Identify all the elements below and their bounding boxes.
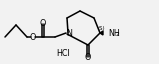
Text: O: O	[40, 20, 46, 28]
Polygon shape	[100, 31, 103, 35]
Text: NH: NH	[108, 28, 120, 38]
Text: N: N	[66, 28, 72, 38]
Text: O: O	[30, 33, 36, 41]
Text: HCl: HCl	[56, 49, 70, 58]
Text: O: O	[85, 52, 91, 62]
Text: (S): (S)	[97, 26, 105, 31]
Text: 2: 2	[115, 32, 119, 37]
